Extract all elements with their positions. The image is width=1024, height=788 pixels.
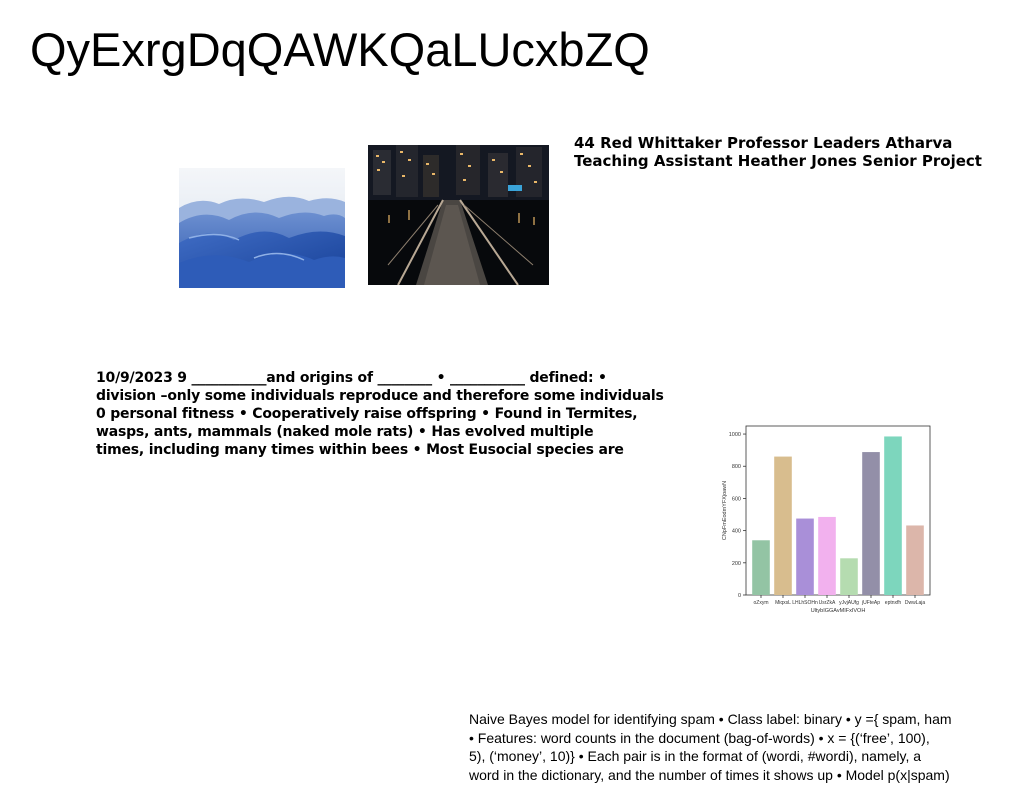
plot-frame [745,425,931,596]
notes-line: 10/9/2023 9 ___________and origins of __… [96,370,607,386]
x-tick-label: DwwLaja [905,600,926,606]
x-tick-label: MiqxsL [775,600,791,606]
y-tick-label: 200 [732,561,741,567]
x-tick-label: jUFteAp [861,600,880,606]
notes-line: 0 personal fitness • Cooperatively raise… [96,406,638,422]
bar [906,525,924,595]
bar-chart-svg: 0 200 400 600 800 1000 oZxym MiqxsL LHLhSOHn UsrZ… [722,425,931,614]
night-boardwalk-image [368,145,549,285]
y-axis-label: CNpFmEodmYFXjoawN [722,481,728,540]
bar [862,452,880,595]
info-block: 44 Red Whittaker Professor Leaders Athar… [574,134,1014,170]
notes-line: division –only some individuals reproduc… [96,388,664,404]
page-title: QyExrgDqQAWKQaLUcxbZQ [30,23,650,76]
info-line: Teaching Assistant Heather Jones Senior … [574,152,982,170]
bar-chart: 0 200 400 600 800 1000 oZxym MiqxsL LHLhSOHn UsrZ… [700,418,940,618]
y-tick-label: 0 [738,593,741,599]
y-tick-label: 600 [732,496,741,502]
y-tick-label: 400 [732,529,741,535]
y-tick-label: 1000 [729,432,741,438]
x-tick-label: LHLhSOHn [792,600,818,606]
notes-line: wasps, ants, mammals (naked mole rats) •… [96,424,594,440]
spam-model-text: Naive Bayes model for identifying spam •… [469,710,1019,784]
bar [752,540,770,595]
info-line: 44 Red Whittaker Professor Leaders Athar… [574,134,953,152]
spam-line: 5), (‘money’, 10)} • Each pair is in the… [469,748,922,764]
desert-dunes-image [179,168,345,288]
x-tick-label: eptnxfh [885,600,902,606]
bar [818,516,836,595]
bar [774,456,792,595]
x-tick-label: yJvjAUfg [839,600,859,606]
notes-line: times, including many times within bees … [96,442,624,458]
x-axis-label: UltybIGGAvMIFxIVOH [811,608,866,614]
bar [884,436,902,595]
spam-line: Naive Bayes model for identifying spam •… [469,711,952,727]
bar [796,518,814,595]
bar [840,558,858,595]
x-tick-label: UsrZkA [819,600,836,606]
y-tick-label: 800 [732,464,741,470]
spam-line: • Features: word counts in the document … [469,729,930,746]
notes-block: 10/9/2023 9 ___________and origins of __… [96,369,706,459]
x-tick-label: oZxym [754,600,769,606]
spam-line: word in the dictionary, and the number o… [469,766,950,783]
